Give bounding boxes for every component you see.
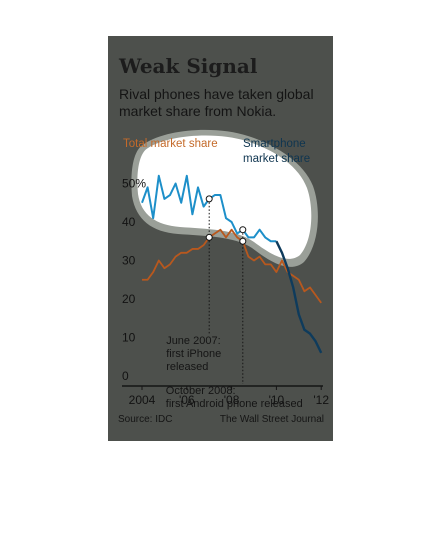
y-tick-label-2: 20 [122, 292, 136, 306]
chart-subtitle: Rival phones have taken global market sh… [119, 86, 314, 119]
x-tick-label-2: '08 [224, 393, 240, 407]
source-note: Source: IDC [118, 414, 173, 425]
chart: 0 10 20 30 40 50% 2004 '06 '08 '10 '12 Total market… [122, 129, 329, 410]
y-tick-label-1: 10 [122, 331, 136, 345]
annotation-0-line-1: first iPhone [166, 348, 221, 360]
annotation-0-line-0: June 2007: [166, 335, 220, 347]
annotation-1-line-1: first Android phone released [166, 398, 303, 410]
x-tick-label-0: 2004 [129, 393, 156, 407]
series-line-smartphone-late [275, 240, 323, 354]
annotation-marker-0-1 [205, 195, 213, 203]
annotation-0-line-2: released [166, 361, 208, 373]
legend-total: Total market share [123, 138, 218, 150]
y-tick-label-3: 30 [122, 254, 136, 268]
y-tick-label-5: 50% [122, 177, 146, 191]
x-tick-label-3: '10 [269, 393, 285, 407]
annotation-1-line-0: October 2008: [166, 385, 236, 397]
highlight-blob [137, 135, 312, 259]
annotation-marker-0-0 [205, 233, 213, 241]
series-line-total [142, 228, 322, 304]
legend-smartphone-line2: market share [243, 153, 310, 165]
annotation-marker-1-0 [239, 237, 247, 245]
chart-title: Weak Signal [119, 54, 258, 78]
credit-note: The Wall Street Journal [219, 414, 324, 425]
annotation-marker-1-1 [239, 226, 247, 234]
chart-card: 0 10 20 30 40 50% 2004 '06 '08 '10 '12 Total market… [108, 36, 333, 441]
y-tick-label-4: 40 [122, 215, 136, 229]
x-tick-label-1: '06 [179, 393, 195, 407]
x-tick-label-4: '12 [313, 393, 329, 407]
legend-smartphone-line1: Smartphone [243, 138, 306, 150]
y-tick-label-0: 0 [122, 369, 129, 383]
